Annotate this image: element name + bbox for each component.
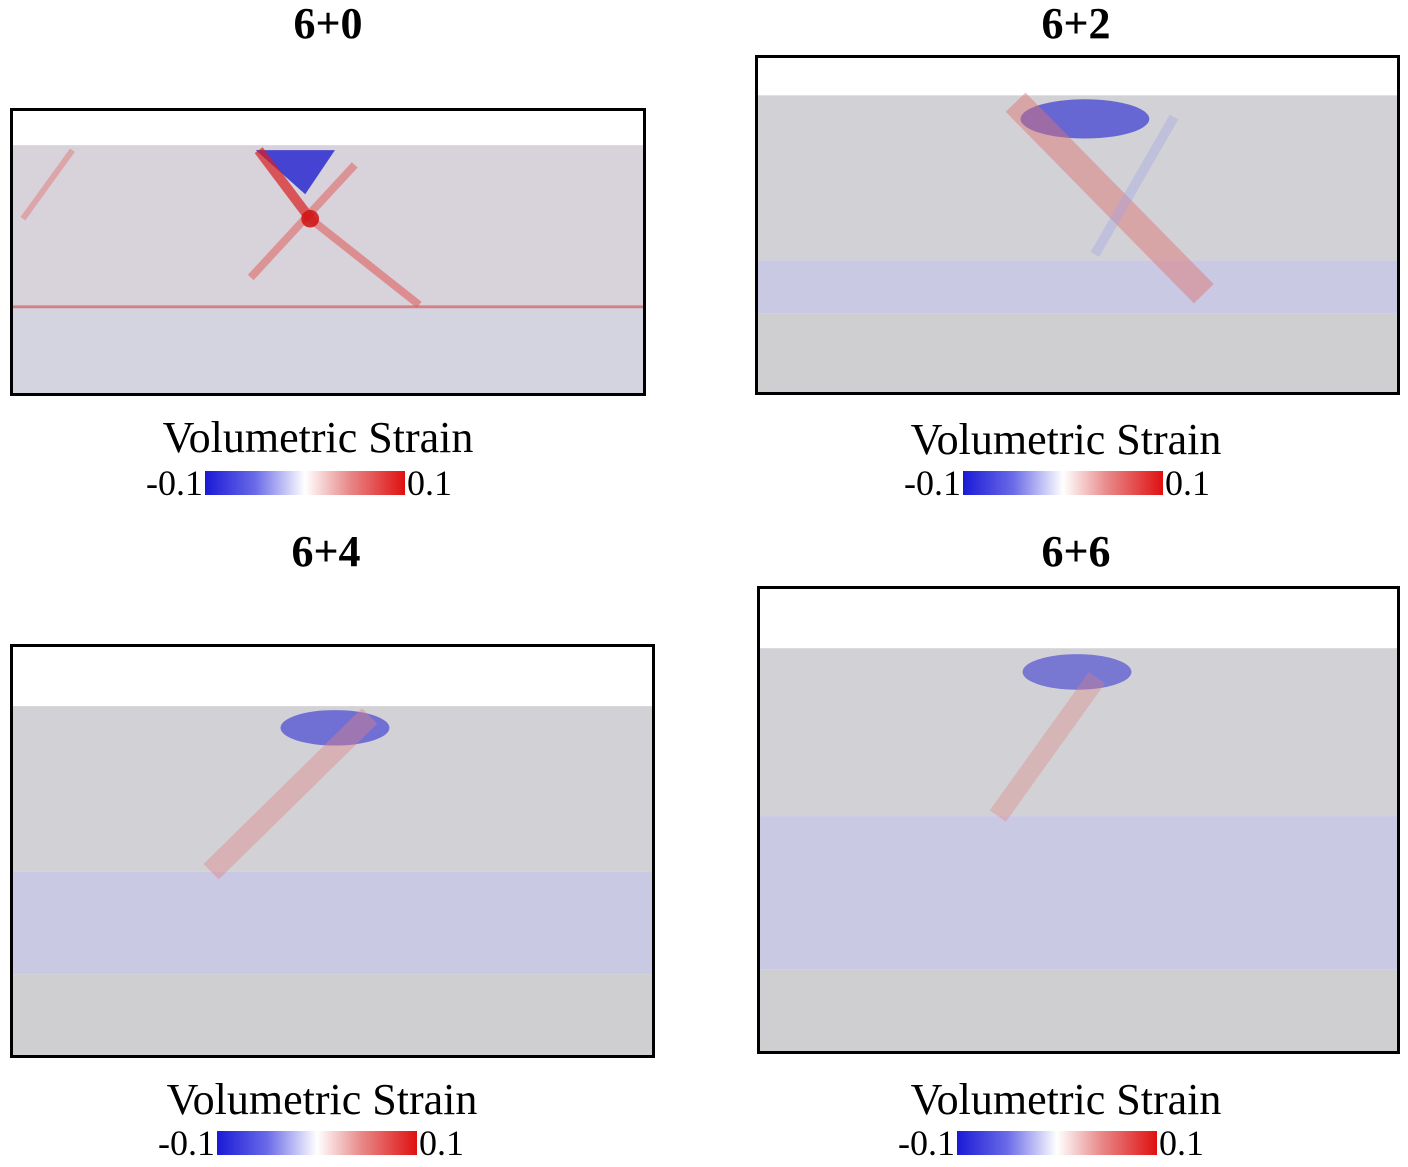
colorbar-label: Volumetric Strain (910, 1075, 1222, 1124)
colorbar-max-label: 0.1 (407, 463, 452, 503)
colorbar-max-label: 0.1 (1159, 1123, 1204, 1163)
simulation-image-6-2 (755, 55, 1400, 395)
colorbar-label: Volumetric Strain (910, 415, 1222, 464)
panel-title-6-0: 6+0 (293, 0, 363, 48)
colorbar-max-label: 0.1 (1165, 463, 1210, 503)
colorbar-gradient (217, 1131, 417, 1155)
colorbar-min-label: -0.1 (146, 463, 203, 503)
simulation-image-6-6 (757, 586, 1400, 1054)
colorbar: -0.1 0.1 (158, 1123, 464, 1163)
colorbar-min-label: -0.1 (898, 1123, 955, 1163)
colorbar-gradient (957, 1131, 1157, 1155)
colorbar-label: Volumetric Strain (162, 413, 474, 462)
panel-title-6-2: 6+2 (1041, 0, 1111, 48)
panel-title-6-4: 6+4 (291, 527, 361, 576)
colorbar: -0.1 0.1 (898, 1123, 1204, 1163)
simulation-image-6-4 (10, 644, 655, 1058)
colorbar: -0.1 0.1 (146, 463, 452, 503)
colorbar: -0.1 0.1 (904, 463, 1210, 503)
colorbar-label: Volumetric Strain (166, 1075, 478, 1124)
colorbar-min-label: -0.1 (904, 463, 961, 503)
colorbar-gradient (963, 471, 1163, 495)
panel-title-6-6: 6+6 (1041, 527, 1111, 576)
colorbar-max-label: 0.1 (419, 1123, 464, 1163)
colorbar-gradient (205, 471, 405, 495)
simulation-image-6-0 (10, 108, 646, 396)
colorbar-min-label: -0.1 (158, 1123, 215, 1163)
